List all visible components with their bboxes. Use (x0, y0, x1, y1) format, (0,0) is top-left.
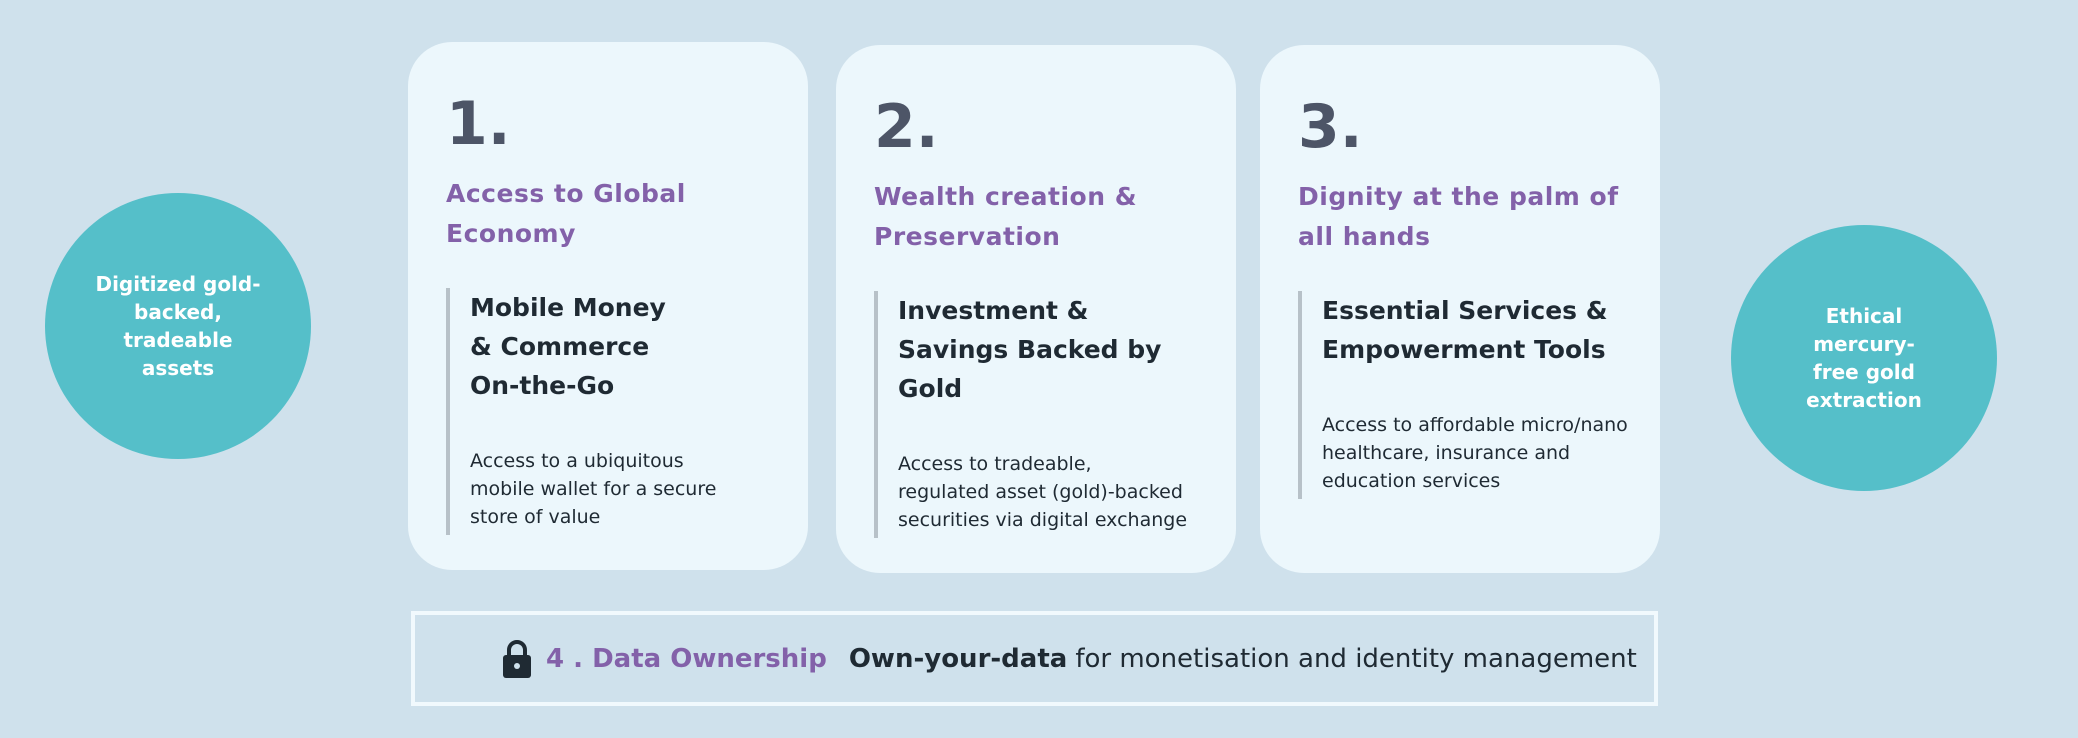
right-circle-text: Ethical mercury-free gold extraction (1806, 304, 1922, 412)
card-heading: Access to Global Economy (446, 179, 686, 248)
card-2: 2. Wealth creation & Preservation Invest… (836, 45, 1236, 573)
right-circle: Ethical mercury-free gold extraction (1731, 225, 1997, 491)
card-block: Mobile Money & Commerce On-the-Go Access… (446, 288, 770, 535)
card-subheading: Investment & Savings Backed by Gold (898, 296, 1162, 403)
card-subheading: Essential Services & Empowerment Tools (1322, 296, 1608, 364)
card-block: Essential Services & Empowerment Tools A… (1298, 291, 1628, 499)
card-number: 3. (1298, 92, 1363, 162)
card-1: 1. Access to Global Economy Mobile Money… (408, 42, 808, 570)
card-block: Investment & Savings Backed by Gold Acce… (874, 291, 1198, 538)
banner-title: 4 . Data Ownership (546, 643, 827, 674)
banner-text: for monetisation and identity management (1075, 643, 1637, 674)
left-circle: Digitized gold-backed, tradeable assets (45, 193, 311, 459)
card-description: Access to affordable micro/nano healthca… (1322, 414, 1628, 492)
card-number: 1. (446, 89, 511, 159)
left-circle-text: Digitized gold-backed, tradeable assets (95, 272, 261, 380)
banner-emphasis: Own-your-data (848, 643, 1068, 674)
card-heading: Wealth creation & Preservation (874, 182, 1138, 251)
card-description: Access to tradeable, regulated asset (go… (898, 453, 1188, 531)
card-heading: Dignity at the palm of all hands (1298, 182, 1619, 251)
lock-icon (502, 639, 532, 679)
data-ownership-banner: 4 . Data Ownership Own-your-data for mon… (411, 611, 1658, 706)
card-description: Access to a ubiquitous mobile wallet for… (470, 450, 717, 528)
card-number: 2. (874, 92, 939, 162)
card-subheading: Mobile Money & Commerce On-the-Go (470, 293, 666, 400)
card-3: 3. Dignity at the palm of all hands Esse… (1260, 45, 1660, 573)
